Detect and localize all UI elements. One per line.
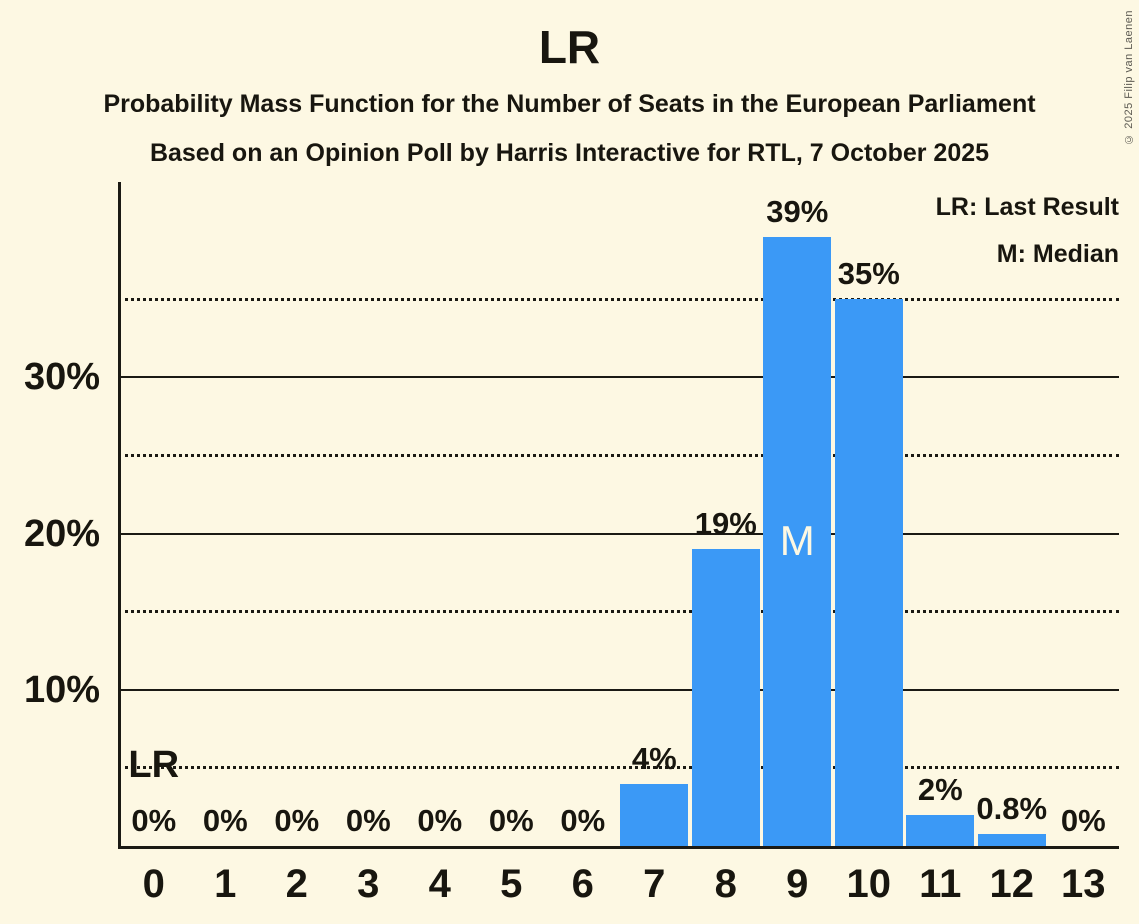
bar-value-label: 0% — [131, 803, 177, 838]
x-axis-tick-label: 4 — [428, 862, 451, 906]
bar-value-label: 0% — [274, 803, 320, 838]
bar-value-label: 0% — [488, 803, 534, 838]
chart-title: LR — [538, 21, 601, 73]
bar-value-label: 39% — [766, 193, 829, 229]
y-axis-line — [118, 182, 121, 846]
gridline-solid — [118, 376, 1119, 379]
bar-value-label: 19% — [694, 506, 757, 542]
chart-legend: LR: Last Result M: Median — [936, 184, 1119, 278]
x-axis-tick-label: 9 — [786, 862, 809, 906]
y-axis-tick-label: 30% — [23, 356, 100, 399]
bar — [763, 236, 832, 846]
gridline-dotted — [118, 610, 1119, 614]
x-axis-tick-label: 3 — [357, 862, 380, 906]
bar — [834, 299, 903, 846]
x-axis-line — [118, 846, 1119, 849]
median-marker: M — [779, 517, 815, 565]
bar-value-label: 0.8% — [976, 790, 1048, 826]
bar — [906, 814, 975, 846]
bar-value-label: 0% — [202, 803, 248, 838]
gridline-solid — [118, 688, 1119, 691]
gridline-dotted — [118, 766, 1119, 770]
chart-subtitle-line2: Based on an Opinion Poll by Harris Inter… — [149, 139, 990, 167]
bar-value-label: 35% — [837, 256, 900, 292]
x-axis-tick-label: 1 — [214, 862, 237, 906]
bar-value-label: 0% — [1060, 803, 1106, 838]
gridline-solid — [118, 532, 1119, 535]
bar — [691, 549, 760, 846]
gridline-dotted — [118, 453, 1119, 457]
bar — [977, 833, 1046, 846]
chart-subtitle-line1: Probability Mass Function for the Number… — [103, 90, 1036, 118]
y-axis-tick-label: 20% — [23, 512, 100, 555]
bar-value-label: 2% — [917, 771, 963, 807]
x-axis-tick-label: 7 — [643, 862, 666, 906]
x-axis-tick-label: 0 — [142, 862, 165, 906]
bar-value-label: 0% — [345, 803, 391, 838]
x-axis-tick-label: 11 — [919, 862, 962, 906]
bar — [620, 783, 689, 846]
x-axis-tick-label: 6 — [571, 862, 594, 906]
bar-value-label: 0% — [560, 803, 606, 838]
x-axis-tick-label: 8 — [714, 862, 737, 906]
x-axis-tick-label: 13 — [1061, 862, 1106, 906]
legend-median-entry: M: Median — [996, 240, 1119, 268]
last-result-marker: LR — [128, 744, 180, 786]
copyright-notice: © 2025 Filip van Laenen — [1123, 10, 1135, 145]
legend-last-result-entry: LR: Last Result — [935, 193, 1119, 221]
bar-value-label: 0% — [417, 803, 463, 838]
bar-value-label: 4% — [631, 740, 677, 776]
y-axis-tick-label: 10% — [23, 668, 100, 711]
x-axis-tick-label: 12 — [989, 862, 1035, 906]
x-axis-tick-label: 5 — [500, 862, 523, 906]
gridline-dotted — [118, 297, 1119, 301]
plot-area: 10% 20% 30% 0% 0% 0% 0% 0% 0% 0% 4% 19% 39% 35% 2% 0.8%… — [24, 182, 1119, 904]
x-axis-tick-label: 10 — [846, 862, 892, 906]
x-axis-tick-label: 2 — [285, 862, 308, 906]
